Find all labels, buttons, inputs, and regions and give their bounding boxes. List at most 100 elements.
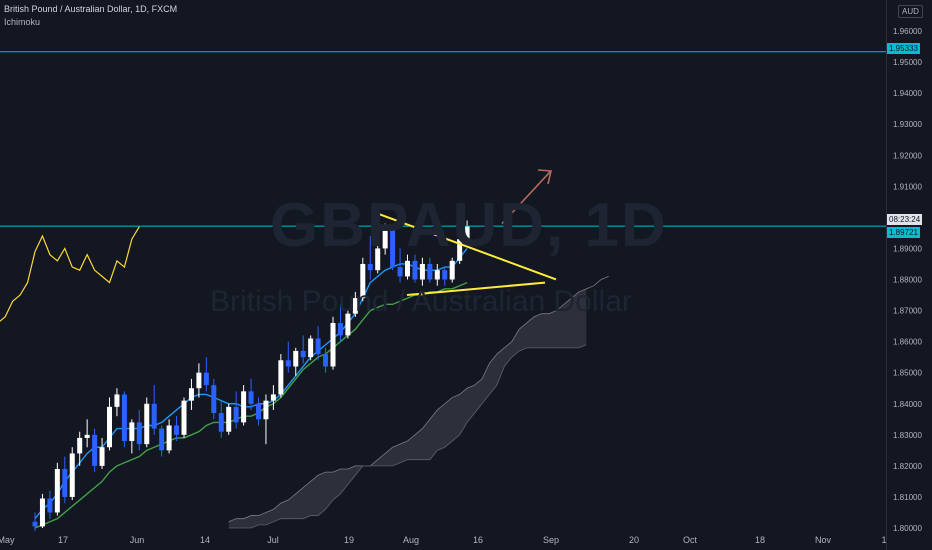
candle-body xyxy=(278,360,284,395)
candle-body xyxy=(129,422,135,442)
candle-body xyxy=(256,403,261,420)
candle-body xyxy=(196,372,202,389)
price-label: 1.87000 xyxy=(893,307,922,316)
indicator-label[interactable]: Ichimoku xyxy=(4,17,41,27)
candle-body xyxy=(54,468,60,513)
candle-body xyxy=(367,263,373,271)
date-label: Jul xyxy=(267,535,279,545)
candle-body xyxy=(337,322,343,336)
symbol-watermark: GBPAUD, 1D xyxy=(270,191,668,260)
candle-body xyxy=(270,394,276,401)
price-label: 1.86000 xyxy=(893,338,922,347)
date-label: 14 xyxy=(200,535,210,545)
candle-body xyxy=(263,400,269,420)
price-label: 1.96000 xyxy=(893,27,922,36)
last-price-tag: 1.89721 xyxy=(887,227,920,238)
candle-body xyxy=(121,394,127,442)
chart-area[interactable]: May 17 Jun 14 Jul 19 Aug 16 Sep 20 Oct 18 Nov 1 GBPAU… xyxy=(0,0,886,550)
projection-arrow-head xyxy=(537,169,552,185)
candle-body xyxy=(412,260,418,280)
price-label: 1.89000 xyxy=(893,244,922,253)
candle-body xyxy=(300,350,306,358)
candle-body xyxy=(62,468,68,497)
triangle-lower-line xyxy=(406,281,546,297)
candle-body xyxy=(419,263,425,280)
price-label: 1.88000 xyxy=(893,276,922,285)
price-label: 1.92000 xyxy=(893,151,922,160)
price-label: 1.93000 xyxy=(893,120,922,129)
candle-body xyxy=(151,403,157,429)
candle-body xyxy=(211,385,217,414)
candle-body xyxy=(233,406,239,423)
candle-body xyxy=(293,350,299,367)
date-label: 20 xyxy=(629,535,639,545)
candle-body xyxy=(405,260,410,277)
leading-span-b xyxy=(228,344,587,529)
leading-span-a xyxy=(228,276,609,523)
price-label: 1.83000 xyxy=(893,431,922,440)
candle-body xyxy=(330,322,336,367)
candle-body xyxy=(345,313,351,336)
candle-body xyxy=(174,425,180,435)
candle-body xyxy=(457,239,463,261)
candle-body xyxy=(397,267,403,277)
candle-body xyxy=(434,270,440,280)
candle-body xyxy=(218,413,224,432)
price-label: 1.81000 xyxy=(893,493,922,502)
candle-body xyxy=(248,391,254,404)
candle-body xyxy=(92,434,98,466)
candle-body xyxy=(360,263,366,299)
price-label: 1.85000 xyxy=(893,369,922,378)
candle-body xyxy=(464,226,470,240)
date-label: 17 xyxy=(58,535,68,545)
date-label: Aug xyxy=(403,535,419,545)
lagging-span-line xyxy=(0,226,140,322)
candle-body xyxy=(203,372,209,386)
resistance-price-tag: 1.95333 xyxy=(887,43,920,54)
date-label: Oct xyxy=(683,535,698,545)
currency-badge[interactable]: AUD xyxy=(898,5,923,18)
candle-body xyxy=(323,354,329,367)
candle-body xyxy=(390,229,396,268)
candle-body xyxy=(241,391,247,423)
candle-body xyxy=(315,338,321,355)
candle-body xyxy=(99,447,105,466)
countdown-tag: 08:23:24 xyxy=(887,214,923,225)
candle-body xyxy=(166,425,172,451)
projection-arrow-shaft xyxy=(501,170,552,225)
candle-body xyxy=(427,263,433,280)
price-chart[interactable]: May 17 Jun 14 Jul 19 Aug 16 Sep 20 Oct 18 Nov 1 xyxy=(0,0,886,550)
candle-body xyxy=(382,229,388,249)
candle-body xyxy=(136,422,142,445)
candle-body xyxy=(114,394,120,407)
date-label: 19 xyxy=(344,535,354,545)
chart-title[interactable]: British Pound / Australian Dollar, 1D, F… xyxy=(4,4,178,14)
date-label: Sep xyxy=(543,535,559,545)
date-label: May xyxy=(0,535,15,545)
ichimoku-cloud xyxy=(228,288,587,528)
candle-body xyxy=(144,403,150,445)
candle-body xyxy=(84,434,90,438)
candle-body xyxy=(159,428,165,451)
price-label: 1.95000 xyxy=(893,58,922,67)
candle-body xyxy=(449,260,455,280)
price-axis[interactable]: 1.96000 1.95000 1.94000 1.93000 1.92000 1.910… xyxy=(886,0,932,550)
base-line xyxy=(34,281,468,529)
candle-body xyxy=(69,453,75,497)
date-label: 18 xyxy=(755,535,765,545)
candle-body xyxy=(308,338,314,358)
candle-body xyxy=(285,360,291,367)
candle-body xyxy=(47,498,53,513)
candle-body xyxy=(226,406,232,432)
candle-body xyxy=(32,521,38,527)
price-label: 1.82000 xyxy=(893,462,922,471)
description-watermark: British Pound / Australian Dollar xyxy=(210,285,632,318)
price-label: 1.80000 xyxy=(893,524,922,533)
candle-body xyxy=(352,298,358,314)
price-label: 1.94000 xyxy=(893,89,922,98)
candle-body xyxy=(39,498,45,527)
candle-body xyxy=(181,400,187,435)
candle-body xyxy=(375,248,381,271)
date-label: Nov xyxy=(815,535,832,545)
price-label: 1.84000 xyxy=(893,400,922,409)
